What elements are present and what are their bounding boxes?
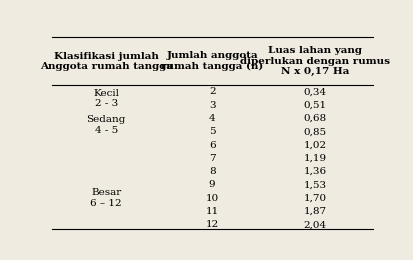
Text: 0,85: 0,85: [303, 127, 325, 136]
Text: 7: 7: [208, 154, 215, 163]
Text: 1,70: 1,70: [303, 194, 325, 203]
Text: Klasifikasi jumlah
Anggota rumah tangga: Klasifikasi jumlah Anggota rumah tangga: [40, 51, 172, 71]
Text: Luas lahan yang
diperlukan dengan rumus
N x 0,17 Ha: Luas lahan yang diperlukan dengan rumus …: [239, 46, 389, 76]
Text: 1,02: 1,02: [303, 141, 325, 149]
Text: 9: 9: [208, 180, 215, 189]
Text: 4: 4: [208, 114, 215, 123]
Text: 8: 8: [208, 167, 215, 176]
Text: 1,53: 1,53: [303, 180, 325, 189]
Text: 0,68: 0,68: [303, 114, 325, 123]
Text: 1,36: 1,36: [303, 167, 325, 176]
Text: 10: 10: [205, 194, 218, 203]
Text: 11: 11: [205, 207, 218, 216]
Text: 12: 12: [205, 220, 218, 229]
Text: Jumlah anggota
rumah tangga (n): Jumlah anggota rumah tangga (n): [161, 51, 263, 71]
Text: 0,34: 0,34: [303, 87, 325, 96]
Text: 6: 6: [208, 141, 215, 149]
Text: Sedang
4 - 5: Sedang 4 - 5: [86, 115, 126, 135]
Text: 2: 2: [208, 87, 215, 96]
Text: 3: 3: [208, 101, 215, 110]
Text: Kecil
2 - 3: Kecil 2 - 3: [93, 89, 119, 108]
Text: 0,51: 0,51: [303, 101, 325, 110]
Text: Besar
6 – 12: Besar 6 – 12: [90, 188, 122, 208]
Text: 1,19: 1,19: [303, 154, 325, 163]
Text: 5: 5: [208, 127, 215, 136]
Text: 1,87: 1,87: [303, 207, 325, 216]
Text: 2,04: 2,04: [303, 220, 325, 229]
